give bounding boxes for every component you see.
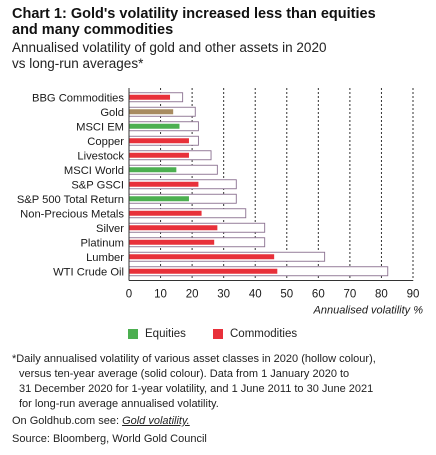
category-label: Lumber xyxy=(86,252,124,264)
chart-subtitle-line2: vs long-run averages* xyxy=(12,56,144,71)
bar-longrun-solid xyxy=(129,167,177,173)
bar-longrun-solid xyxy=(129,196,189,202)
volatility-bar-chart: BBG Commodities Gold MSCI EM Copper Livestoc… xyxy=(17,88,424,317)
category-label: Gold xyxy=(100,107,124,119)
x-tick-label: 10 xyxy=(154,289,167,301)
category-label: Non-Precious Metals xyxy=(20,208,124,220)
bar-longrun-solid xyxy=(129,268,278,274)
x-tick-label: 90 xyxy=(407,289,420,301)
bar-longrun-solid xyxy=(129,210,202,216)
bar-longrun-solid xyxy=(129,138,189,144)
x-tick-label: 0 xyxy=(126,289,132,301)
x-tick-label: 80 xyxy=(375,289,388,301)
legend-label-equities: Equities xyxy=(145,328,186,340)
bar-longrun-solid xyxy=(129,123,180,129)
category-label: Copper xyxy=(87,136,124,148)
footnote: *Daily annualised volatility of various … xyxy=(12,352,430,412)
x-tick-label: 20 xyxy=(186,289,199,301)
legend-item-commodities: Commodities xyxy=(213,328,297,340)
commodities-swatch xyxy=(213,329,223,339)
x-axis-title: Annualised volatility % xyxy=(313,305,424,317)
category-label: MSCI World xyxy=(64,165,124,177)
category-label: S&P 500 Total Return xyxy=(17,194,124,206)
footnote-line4: for long-run average annualised volatili… xyxy=(19,398,219,410)
x-tick-label: 70 xyxy=(343,289,356,301)
goldhub-prefix: On Goldhub.com see: xyxy=(12,415,123,427)
category-label: MSCI EM xyxy=(76,121,124,133)
goldhub-reference: On Goldhub.com see: Gold volatility. xyxy=(12,415,190,427)
footnote-line3: 31 December 2020 for 1-year volatility, … xyxy=(19,383,374,395)
chart-title-line1: Chart 1: Gold's volatility increased les… xyxy=(12,6,376,22)
footnote-line2: versus ten-year average (solid colour). … xyxy=(19,368,350,380)
gold-volatility-link[interactable]: Gold volatility. xyxy=(122,415,190,427)
bar-longrun-solid xyxy=(129,94,171,100)
bar-longrun-solid xyxy=(129,254,275,260)
bar-longrun-solid xyxy=(129,109,174,115)
bar-longrun-solid xyxy=(129,181,199,187)
chart-title-line2: and many commodities xyxy=(12,22,174,38)
x-tick-label: 30 xyxy=(217,289,230,301)
legend-label-commodities: Commodities xyxy=(230,328,298,340)
category-label: Silver xyxy=(96,223,124,235)
bar-longrun-solid xyxy=(129,152,189,158)
category-label: BBG Commodities xyxy=(32,92,124,104)
chart-legend: Equities Commodities xyxy=(0,328,436,342)
x-tick-label: 60 xyxy=(312,289,325,301)
chart-subtitle: Annualised volatility of gold and other … xyxy=(12,40,424,72)
legend-item-equities: Equities xyxy=(128,328,186,340)
x-tick-label: 40 xyxy=(249,289,262,301)
x-tick-label: 50 xyxy=(280,289,293,301)
equities-swatch xyxy=(128,329,138,339)
category-label: WTI Crude Oil xyxy=(53,266,124,278)
chart-subtitle-line1: Annualised volatility of gold and other … xyxy=(12,40,327,55)
category-label: Livestock xyxy=(77,150,124,162)
chart-title: Chart 1: Gold's volatility increased les… xyxy=(12,6,424,38)
category-label: S&P GSCI xyxy=(71,179,124,191)
footnote-line1: *Daily annualised volatility of various … xyxy=(12,353,376,365)
bar-longrun-solid xyxy=(129,239,215,245)
bar-longrun-solid xyxy=(129,225,218,231)
category-label: Platinum xyxy=(80,237,124,249)
source-note: Source: Bloomberg, World Gold Council xyxy=(12,433,207,445)
